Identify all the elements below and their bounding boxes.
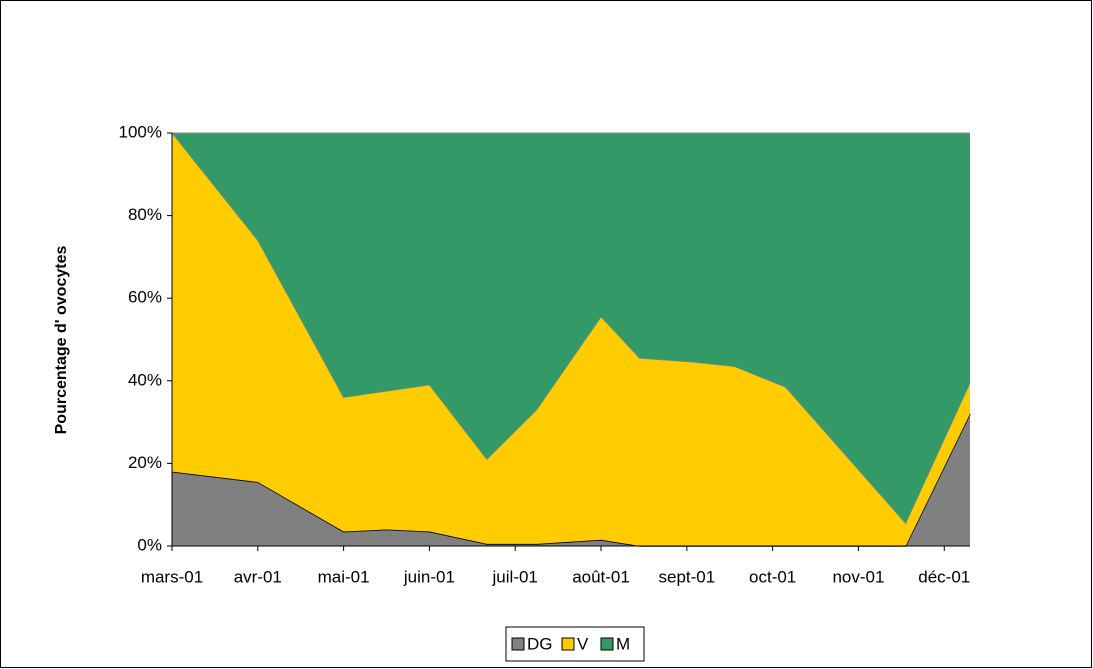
legend-swatch [511, 637, 525, 651]
y-tick-label: 20% [128, 453, 162, 472]
legend-box [505, 626, 645, 662]
x-tick-label: août-01 [572, 567, 630, 586]
y-axis-label: Pourcentage d' ovocytes [53, 246, 70, 435]
x-tick-label: mars-01 [141, 567, 203, 586]
x-tick-label: juil-01 [492, 567, 538, 586]
x-tick-label: oct-01 [749, 567, 796, 586]
x-tick-label: nov-01 [832, 567, 884, 586]
x-tick-label: mai-01 [318, 567, 370, 586]
y-tick-label: 60% [128, 288, 162, 307]
y-tick-label: 40% [128, 370, 162, 389]
legend-label: M [616, 634, 630, 653]
x-tick-label: avr-01 [234, 567, 282, 586]
x-tick-label: sept-01 [658, 567, 715, 586]
area [172, 133, 970, 524]
area [172, 133, 970, 546]
y-tick-label: 0% [137, 535, 162, 554]
x-tick-label: déc-01 [918, 567, 970, 586]
legend-label: V [577, 634, 589, 653]
area [172, 413, 970, 546]
legend-swatch [561, 637, 575, 651]
legend-swatch [600, 637, 614, 651]
legend-label: DG [527, 634, 553, 653]
y-tick-label: 80% [128, 205, 162, 224]
y-tick-label: 100% [119, 122, 162, 141]
x-tick-label: juin-01 [403, 567, 455, 586]
